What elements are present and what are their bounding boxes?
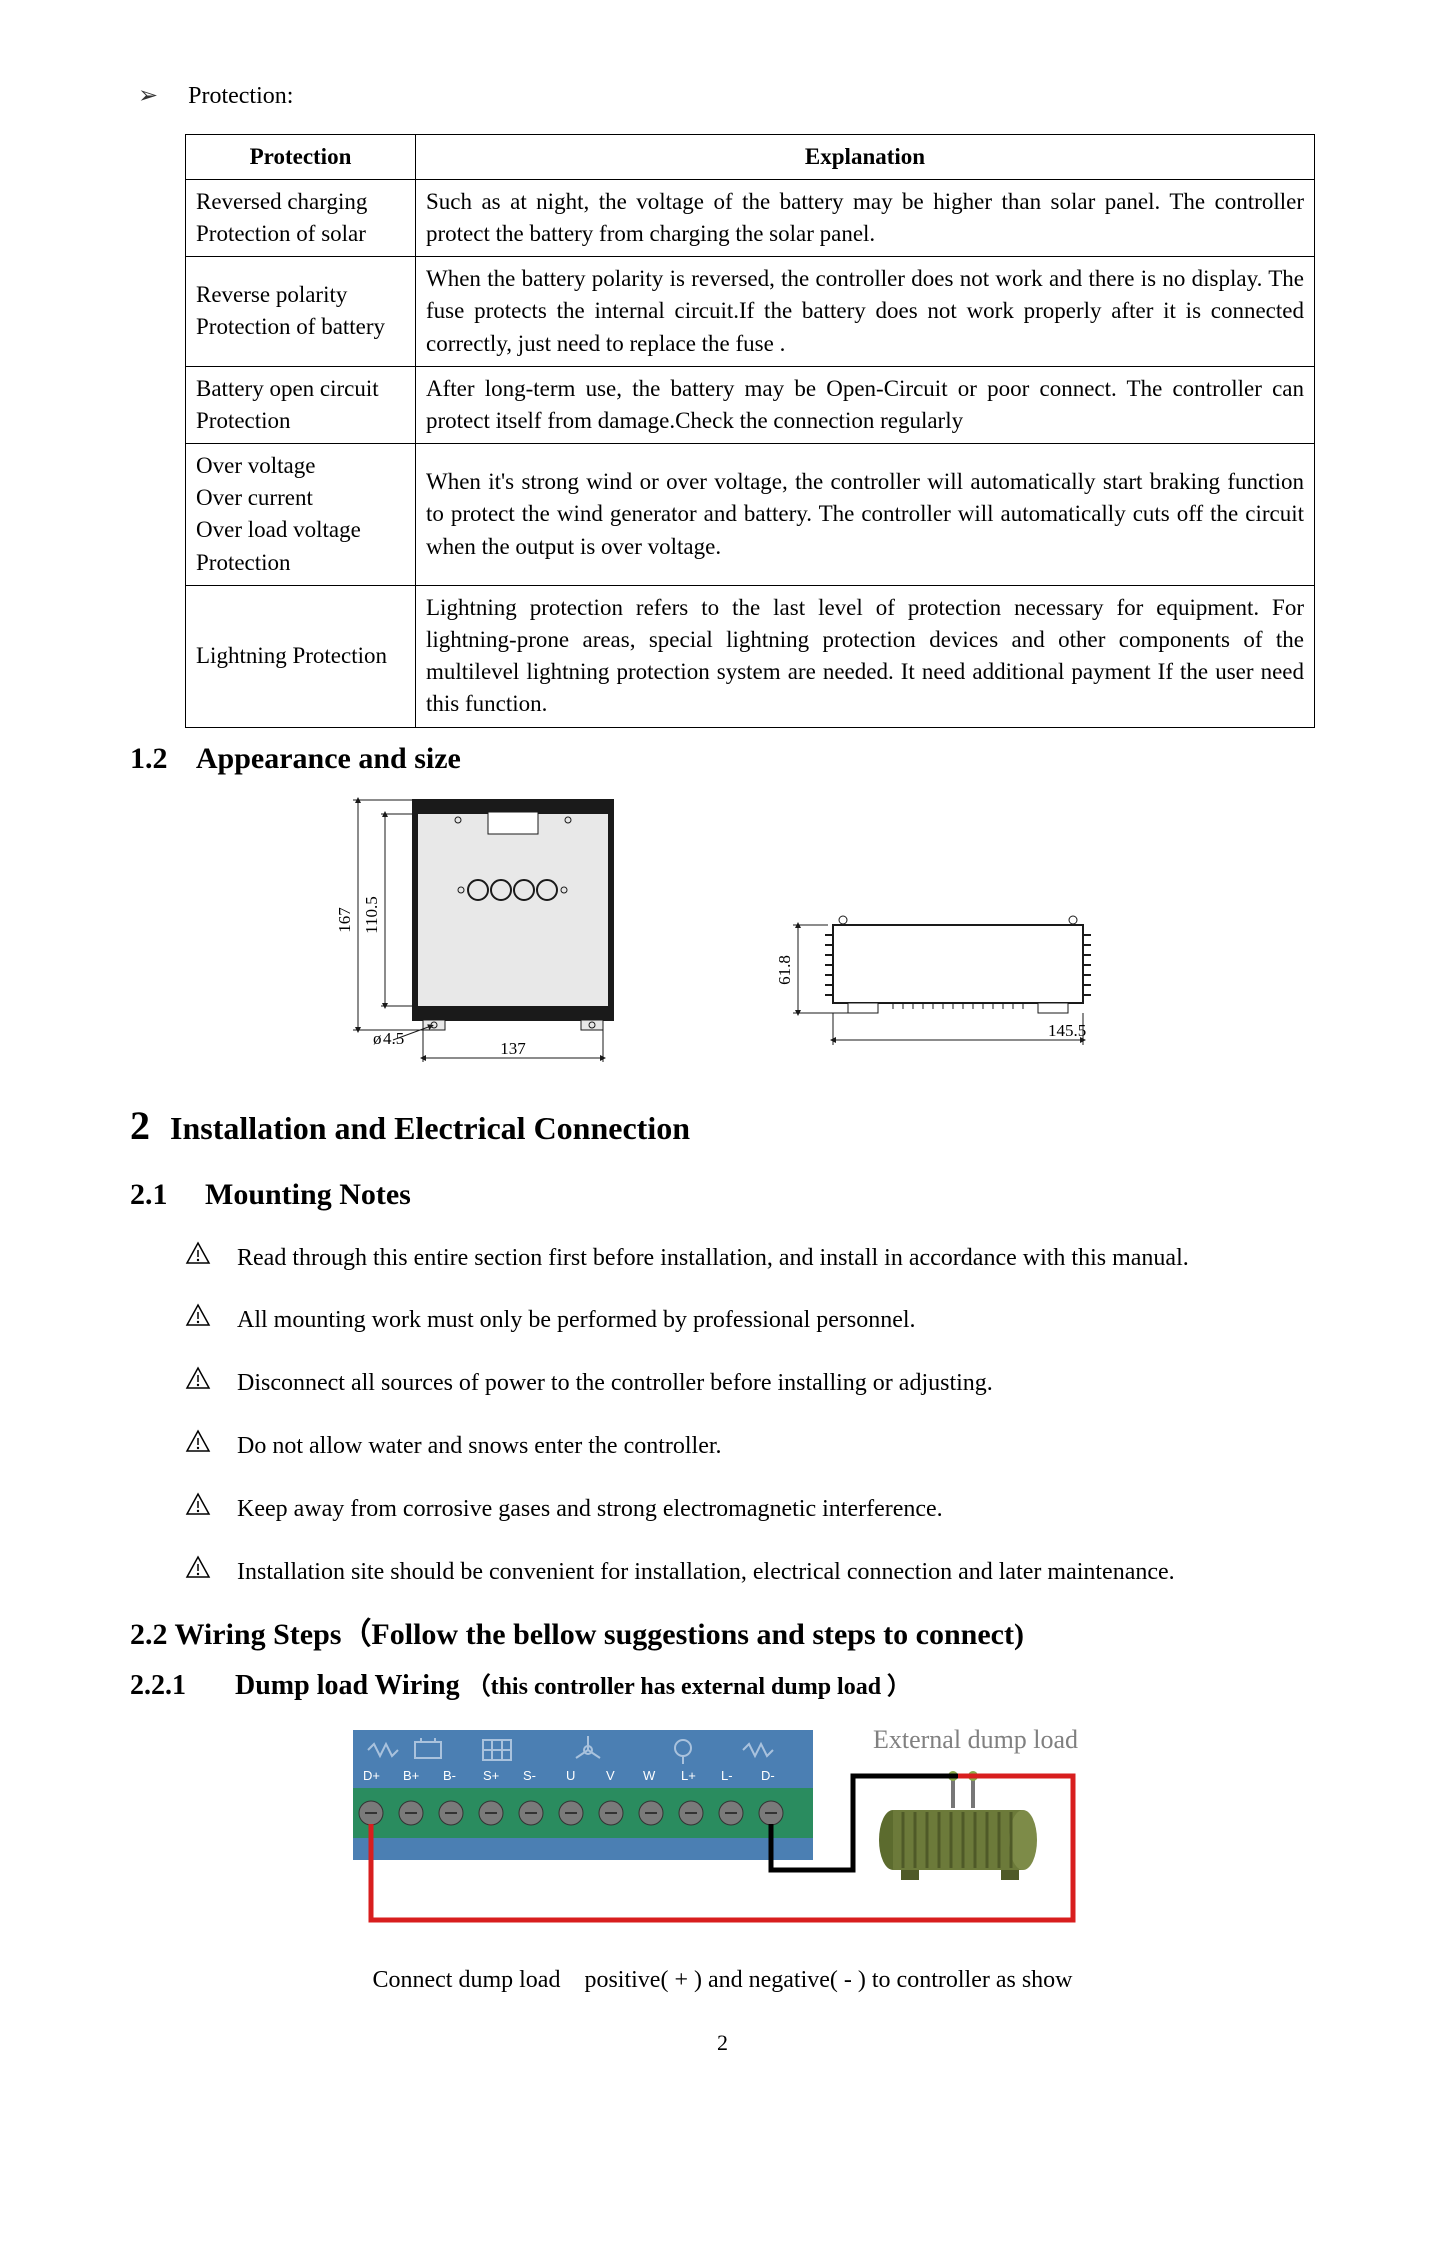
warning-icon <box>185 1492 213 1527</box>
heading-2-1-text: Mounting Notes <box>205 1178 411 1211</box>
svg-text:D+: D+ <box>363 1768 380 1783</box>
heading-2-2-1-num: 2.2.1 <box>130 1670 186 1701</box>
svg-text:4.5: 4.5 <box>383 1029 404 1048</box>
warning-item: Read through this entire section first b… <box>185 1238 1315 1279</box>
svg-text:L-: L- <box>721 1768 733 1783</box>
dump-load-caption: Connect dump load positive( + ) and nega… <box>130 1964 1315 1998</box>
warning-icon <box>185 1555 213 1590</box>
table-cell: Reverse polarity Protection of battery <box>186 257 416 367</box>
protection-table: Protection Explanation Reversed charging… <box>185 134 1315 728</box>
warning-icon <box>185 1241 213 1276</box>
table-cell: When the battery polarity is reversed, t… <box>416 257 1315 367</box>
warning-text: Read through this entire section first b… <box>237 1238 1189 1279</box>
table-cell: When it's strong wind or over voltage, t… <box>416 444 1315 586</box>
table-row: Battery open circuit Protection After lo… <box>186 366 1315 443</box>
svg-text:145.5: 145.5 <box>1048 1021 1086 1040</box>
svg-text:B-: B- <box>443 1768 456 1783</box>
warning-item: Installation site should be convenient f… <box>185 1552 1315 1593</box>
svg-text:S-: S- <box>523 1768 536 1783</box>
heading-2-2-1-paren: （this controller has external dump load … <box>467 1674 911 1700</box>
heading-1-2: 1.2 Appearance and size <box>130 738 1315 780</box>
warning-text: Disconnect all sources of power to the c… <box>237 1363 993 1404</box>
heading-1-2-text: Appearance and size <box>196 742 461 775</box>
svg-text:U: U <box>566 1768 575 1783</box>
heading-1-2-num: 1.2 <box>130 742 168 775</box>
svg-text:D-: D- <box>761 1768 775 1783</box>
svg-text:S+: S+ <box>483 1768 499 1783</box>
warning-item: All mounting work must only be performed… <box>185 1300 1315 1341</box>
warning-text: Keep away from corrosive gases and stron… <box>237 1489 943 1530</box>
svg-text:110.5: 110.5 <box>362 896 381 934</box>
table-header-protection: Protection <box>186 134 416 179</box>
page-number: 2 <box>130 2028 1315 2059</box>
svg-text:ø: ø <box>373 1029 382 1048</box>
table-cell: Lightning protection refers to the last … <box>416 585 1315 727</box>
warning-icon <box>185 1429 213 1464</box>
svg-text:V: V <box>606 1768 615 1783</box>
warning-icon <box>185 1366 213 1401</box>
table-cell: Lightning Protection <box>186 585 416 727</box>
table-row: Over voltage Over current Over load volt… <box>186 444 1315 586</box>
svg-text:W: W <box>643 1768 656 1783</box>
warning-item: Disconnect all sources of power to the c… <box>185 1363 1315 1404</box>
table-cell: Over voltage Over current Over load volt… <box>186 444 416 586</box>
heading-2-2-1-main: Dump load Wiring <box>235 1670 460 1701</box>
table-cell: Such as at night, the voltage of the bat… <box>416 179 1315 256</box>
svg-text:137: 137 <box>500 1039 526 1058</box>
table-cell: Battery open circuit Protection <box>186 366 416 443</box>
heading-2-1-num: 2.1 <box>130 1178 168 1211</box>
table-row: Lightning Protection Lightning protectio… <box>186 585 1315 727</box>
warning-text: Installation site should be convenient f… <box>237 1552 1175 1593</box>
bullet-arrow-icon: ➢ <box>138 80 158 114</box>
heading-2-num: 2 <box>130 1103 150 1148</box>
heading-2-2-1: 2.2.1 Dump load Wiring （this controller … <box>130 1666 1315 1705</box>
dump-load-diagram: D+ B+ B- S+ S- U V W L+ L- D- <box>130 1720 1315 1951</box>
warning-icon <box>185 1303 213 1338</box>
heading-2-text: Installation and Electrical Connection <box>170 1110 690 1146</box>
protection-bullet: ➢ Protection: <box>138 80 1315 114</box>
warning-item: Keep away from corrosive gases and stron… <box>185 1489 1315 1530</box>
bullet-label: Protection: <box>188 80 293 114</box>
svg-text:61.8: 61.8 <box>775 955 794 985</box>
svg-text:167: 167 <box>335 906 354 932</box>
front-view-diagram: 167 110.5 137 ø 4.5 <box>323 790 643 1070</box>
side-view-diagram: 61.8 145.5 <box>763 900 1123 1070</box>
heading-2-1: 2.1 Mounting Notes <box>130 1174 1315 1216</box>
table-row: Reverse polarity Protection of battery W… <box>186 257 1315 367</box>
svg-text:L+: L+ <box>681 1768 696 1783</box>
table-row: Reversed charging Protection of solar Su… <box>186 179 1315 256</box>
appearance-diagrams: 167 110.5 137 ø 4.5 <box>130 790 1315 1070</box>
table-header-explanation: Explanation <box>416 134 1315 179</box>
svg-text:External dump load: External dump load <box>873 1725 1078 1754</box>
svg-text:B+: B+ <box>403 1768 419 1783</box>
heading-2-2: 2.2 Wiring Steps（Follow the bellow sugge… <box>130 1614 1315 1656</box>
heading-2: 2 Installation and Electrical Connection <box>130 1098 1315 1154</box>
warning-text: Do not allow water and snows enter the c… <box>237 1426 722 1467</box>
mounting-notes-list: Read through this entire section first b… <box>185 1238 1315 1593</box>
table-cell: After long-term use, the battery may be … <box>416 366 1315 443</box>
warning-text: All mounting work must only be performed… <box>237 1300 916 1341</box>
warning-item: Do not allow water and snows enter the c… <box>185 1426 1315 1467</box>
table-cell: Reversed charging Protection of solar <box>186 179 416 256</box>
